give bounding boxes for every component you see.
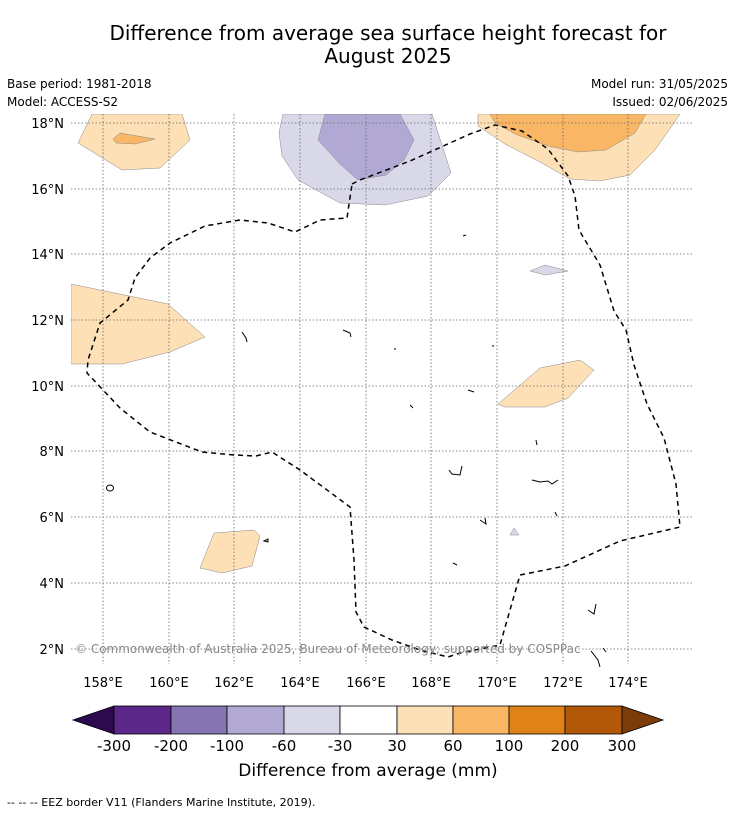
cb-label: -200 [153, 737, 189, 755]
lon-tick-166: 166°E [346, 676, 386, 691]
lon-tick-164: 164°E [280, 676, 320, 691]
island [467, 389, 475, 393]
lat-tick-2: 2°N [40, 643, 65, 658]
lat-tick-14: 14°N [31, 248, 64, 263]
lon-tick-170: 170°E [477, 676, 517, 691]
cb-label: 200 [550, 737, 580, 755]
lat-tick-18: 18°N [31, 117, 64, 132]
model-name: Model: ACCESS-S2 [7, 95, 119, 109]
islands [106, 234, 607, 668]
lat-tick-8: 8°N [40, 445, 65, 460]
base-period: Base period: 1981-2018 [7, 77, 152, 91]
island [106, 484, 114, 492]
colorbar-arrow-high [621, 705, 665, 735]
colorbar-swatch [283, 705, 341, 735]
longitude-ticks: 158°E 160°E 162°E 164°E 166°E 168°E 170°… [83, 676, 648, 691]
cb-label: -30 [327, 737, 353, 755]
negative-30-60-fill [278, 114, 569, 536]
anomaly-nw-core [112, 132, 156, 145]
anomaly-small-east [529, 264, 569, 276]
colorbar-swatch [396, 705, 454, 735]
island [479, 517, 487, 526]
lon-tick-174: 174°E [608, 676, 648, 691]
island [587, 603, 597, 615]
anomaly-east [497, 359, 595, 408]
lon-tick-160: 160°E [149, 676, 189, 691]
lat-tick-4: 4°N [40, 577, 65, 592]
colorbar-swatch [226, 705, 285, 735]
colorbar-swatch [452, 705, 510, 735]
island [554, 511, 558, 517]
issued-date: Issued: 02/06/2025 [612, 95, 728, 109]
island [452, 562, 458, 566]
lon-tick-158: 158°E [83, 676, 123, 691]
anomaly-tiny [509, 527, 520, 536]
island [531, 479, 559, 485]
island [462, 234, 467, 237]
colorbar-swatch [170, 705, 228, 735]
cb-label: 100 [494, 737, 524, 755]
graticule [71, 114, 694, 664]
anomaly-fields [71, 114, 681, 574]
cb-label: -60 [271, 737, 297, 755]
island [241, 331, 248, 343]
map-title: Difference from average sea surface heig… [40, 22, 736, 68]
cb-label: -100 [209, 737, 245, 755]
eez-border [86, 124, 681, 658]
lon-tick-172: 172°E [543, 676, 583, 691]
island [535, 439, 538, 446]
latitude-ticks: 18°N 16°N 14°N 12°N 10°N 8°N 6°N 4°N 2°N [31, 117, 64, 658]
lon-tick-162: 162°E [214, 676, 254, 691]
lat-tick-6: 6°N [40, 511, 65, 526]
cb-label: 30 [387, 737, 407, 755]
island [602, 647, 607, 653]
eez-legend-note: -- -- -- EEZ border V11 (Flanders Marine… [7, 796, 316, 809]
cb-label: 60 [443, 737, 463, 755]
colorbar-swatch [508, 705, 566, 735]
island [409, 404, 414, 409]
island [342, 329, 352, 338]
copyright-text: © Commonwealth of Australia 2025, Bureau… [75, 642, 581, 656]
lat-tick-12: 12°N [31, 314, 64, 329]
island [590, 650, 601, 668]
lat-tick-10: 10°N [31, 380, 64, 395]
colorbar-arrow-low [71, 705, 115, 735]
anomaly-south [199, 529, 261, 574]
colorbar-swatch [564, 705, 623, 735]
meta-right: Model run: 31/05/2025 Issued: 02/06/2025 [591, 75, 728, 111]
anomaly-ne-core [489, 114, 647, 153]
lat-tick-16: 16°N [31, 183, 64, 198]
lon-tick-168: 168°E [411, 676, 451, 691]
meta-left: Base period: 1981-2018 Model: ACCESS-S2 [7, 75, 152, 111]
island [262, 538, 269, 543]
colorbar-title: Difference from average (mm) [238, 761, 498, 781]
model-run: Model run: 31/05/2025 [590, 77, 728, 91]
title-line-1: Difference from average sea surface heig… [109, 21, 667, 45]
island [448, 465, 463, 476]
colorbar [71, 705, 665, 735]
cb-label: -300 [96, 737, 132, 755]
positive-60-100-fill [112, 114, 647, 153]
colorbar-swatch [339, 705, 398, 735]
title-line-2: August 2025 [324, 44, 452, 68]
colorbar-swatch [113, 705, 172, 735]
anomaly-west [71, 283, 206, 365]
cb-label: 300 [607, 737, 637, 755]
